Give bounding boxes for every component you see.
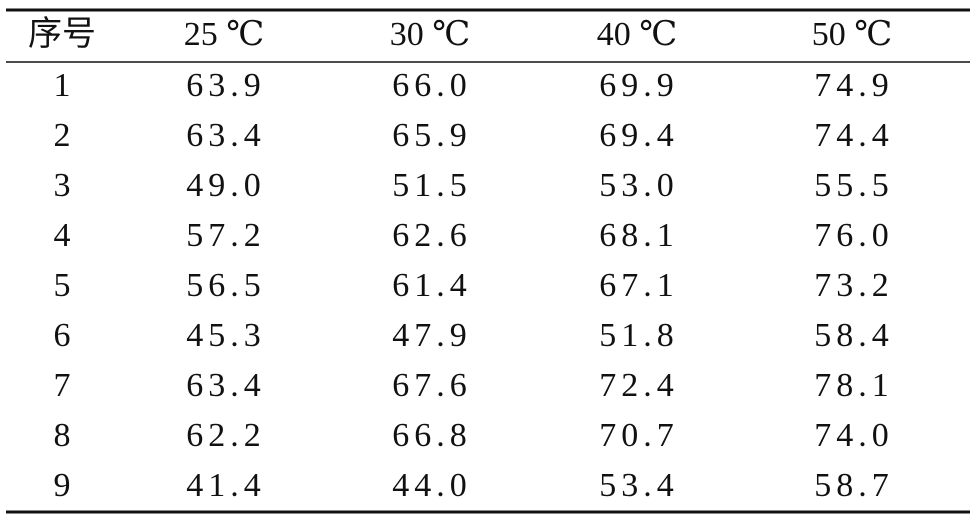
cell: 66.8 [392,417,472,454]
cell: 76.0 [814,217,894,254]
cell: 66.0 [392,67,472,104]
cell: 74.4 [814,117,894,154]
row-number: 8 [54,417,71,454]
cell: 69.9 [599,67,679,104]
header-cell: 25 ℃ [184,16,265,53]
cell: 44.0 [392,467,472,504]
cell: 58.4 [814,317,894,354]
cell: 51.5 [392,167,472,204]
cell: 51.8 [599,317,679,354]
cell: 53.0 [599,167,679,204]
cell: 56.5 [186,267,266,304]
cell: 72.4 [599,367,679,404]
cell: 63.4 [186,117,266,154]
cell: 55.5 [814,167,894,204]
cell: 78.1 [814,367,894,404]
header-cell: 30 ℃ [390,16,471,53]
row-number: 4 [54,217,71,254]
cell: 67.1 [599,267,679,304]
cell: 67.6 [392,367,472,404]
cell: 49.0 [186,167,266,204]
cell: 58.7 [814,467,894,504]
cell: 73.2 [814,267,894,304]
header-cell: 50 ℃ [812,16,893,53]
header-cell: 序号 [28,15,96,53]
row-number: 7 [54,367,71,404]
cell: 68.1 [599,217,679,254]
cell: 61.4 [392,267,472,304]
row-number: 2 [54,117,71,154]
cell: 41.4 [186,467,266,504]
row-number: 5 [54,267,71,304]
cell: 45.3 [186,317,266,354]
row-number: 9 [54,467,71,504]
cell: 69.4 [599,117,679,154]
cell: 47.9 [392,317,472,354]
cell: 57.2 [186,217,266,254]
cell: 63.9 [186,67,266,104]
row-number: 6 [54,317,71,354]
cell: 74.9 [814,67,894,104]
cell: 53.4 [599,467,679,504]
cell: 74.0 [814,417,894,454]
cell: 70.7 [599,417,679,454]
row-number: 1 [54,67,71,104]
row-number: 3 [54,167,71,204]
header-cell: 40 ℃ [597,16,678,53]
cell: 65.9 [392,117,472,154]
cell: 62.2 [186,417,266,454]
cell: 62.6 [392,217,472,254]
cell: 63.4 [186,367,266,404]
